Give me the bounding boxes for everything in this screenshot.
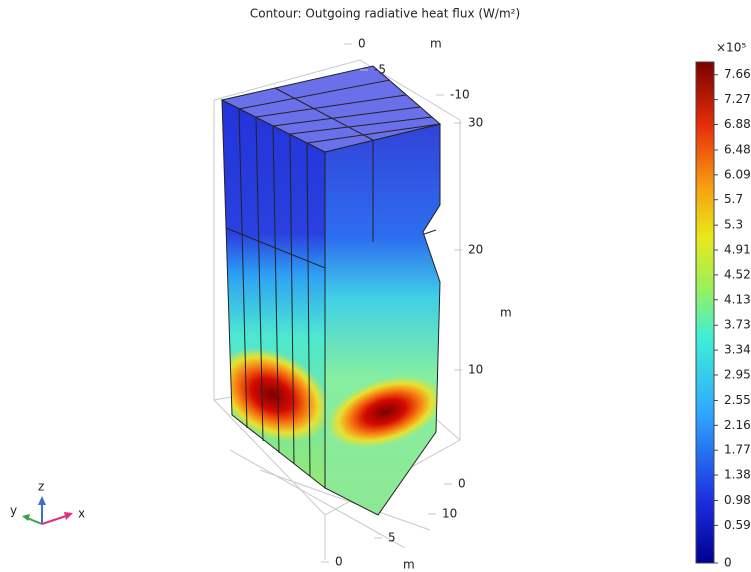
colorbar-multiplier: ×10⁵ bbox=[716, 41, 746, 55]
colorbar-tick-label: 6.48 bbox=[724, 142, 751, 156]
x-tick-label: 5 bbox=[388, 531, 396, 545]
chart: Contour: Outgoing radiative heat flux (W… bbox=[0, 0, 751, 572]
z-tick-label: 10 bbox=[468, 363, 483, 377]
colorbar-tick-label: 1.77 bbox=[724, 443, 751, 457]
colorbar-tick-label: 0 bbox=[724, 556, 732, 570]
z-tick-label: 30 bbox=[468, 116, 483, 130]
colorbar-tick-label: 0.59 bbox=[724, 518, 751, 532]
triad-axis bbox=[42, 516, 66, 524]
colorbar-tick-label: 3.73 bbox=[724, 318, 751, 332]
z-tick-label: 0 bbox=[458, 477, 466, 491]
x-tick-label: 0 bbox=[335, 555, 343, 569]
triad-label: y bbox=[10, 504, 17, 518]
colorbar-tick-label: 3.34 bbox=[724, 343, 751, 357]
y-tick-label: -10 bbox=[450, 88, 470, 102]
x-tick-label: 10 bbox=[442, 507, 457, 521]
colorbar-tick-label: 0.98 bbox=[724, 493, 751, 507]
colorbar-tick-label: 4.52 bbox=[724, 267, 751, 281]
colorbar-tick-label: 2.95 bbox=[724, 367, 751, 381]
colorbar-tick-label: 6.88 bbox=[724, 117, 751, 131]
colorbar-tick-label: 6.09 bbox=[724, 167, 751, 181]
colorbar-tick-label: 7.27 bbox=[724, 92, 751, 106]
colorbar-tick-label: 1.38 bbox=[724, 468, 751, 482]
z-axis-label: m bbox=[500, 306, 512, 320]
x-axis-label: m bbox=[403, 558, 415, 572]
chart-title: Contour: Outgoing radiative heat flux (W… bbox=[250, 7, 520, 21]
colorbar-tick-label: 2.55 bbox=[724, 393, 751, 407]
triad-label: x bbox=[78, 507, 85, 521]
triad-arrow bbox=[64, 512, 73, 520]
triad-label: z bbox=[38, 480, 44, 494]
colorbar bbox=[696, 62, 714, 563]
z-tick-label: 20 bbox=[468, 243, 483, 257]
y-tick-label: -5 bbox=[374, 63, 386, 77]
colorbar-tick-label: 4.91 bbox=[724, 243, 751, 257]
right-face bbox=[318, 118, 452, 518]
triad-axis bbox=[27, 518, 42, 524]
colorbar-tick-label: 2.16 bbox=[724, 418, 751, 432]
colorbar-tick-label: 5.3 bbox=[724, 218, 743, 232]
y-axis-label: m bbox=[430, 37, 442, 51]
colorbar-tick-label: 5.7 bbox=[724, 192, 743, 206]
colorbar-tick-label: 4.13 bbox=[724, 292, 751, 306]
triad-arrow bbox=[38, 496, 46, 505]
triad-arrow bbox=[22, 514, 30, 521]
colorbar-tick-label: 7.66 bbox=[724, 67, 751, 81]
y-tick-label: 0 bbox=[358, 37, 366, 51]
